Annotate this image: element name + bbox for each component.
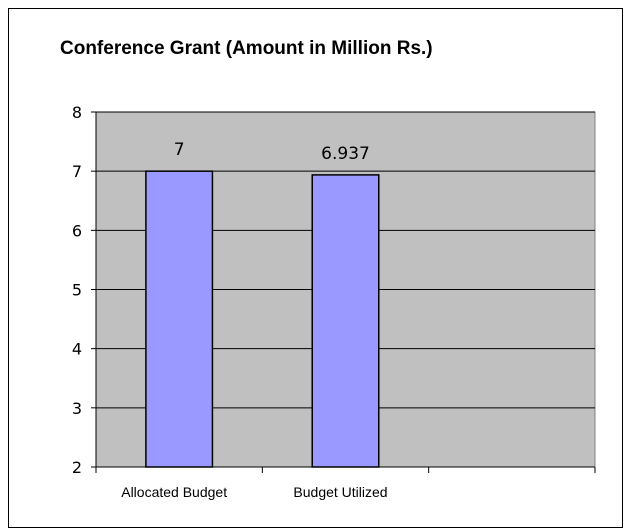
chart-title: Conference Grant (Amount in Million Rs.) [60,38,433,59]
data-label: 6.937 [321,144,370,164]
y-axis-ticks: 2 3 4 5 6 7 8 [72,103,96,477]
y-tick-label: 6 [72,221,82,240]
x-category-label: Budget Utilized [293,484,387,500]
y-tick-label: 2 [72,458,82,477]
y-tick-label: 3 [72,399,82,418]
data-label: 7 [174,140,185,160]
y-tick-label: 8 [72,103,82,122]
y-tick-label: 5 [72,281,82,300]
x-axis-labels: Allocated Budget Budget Utilized [121,484,387,500]
bar [145,170,214,468]
bars [145,170,380,468]
x-category-label: Allocated Budget [121,484,227,500]
y-tick-label: 7 [72,162,82,181]
bar [311,174,380,468]
y-tick-label: 4 [72,340,82,359]
data-labels: 7 6.937 [174,140,370,164]
